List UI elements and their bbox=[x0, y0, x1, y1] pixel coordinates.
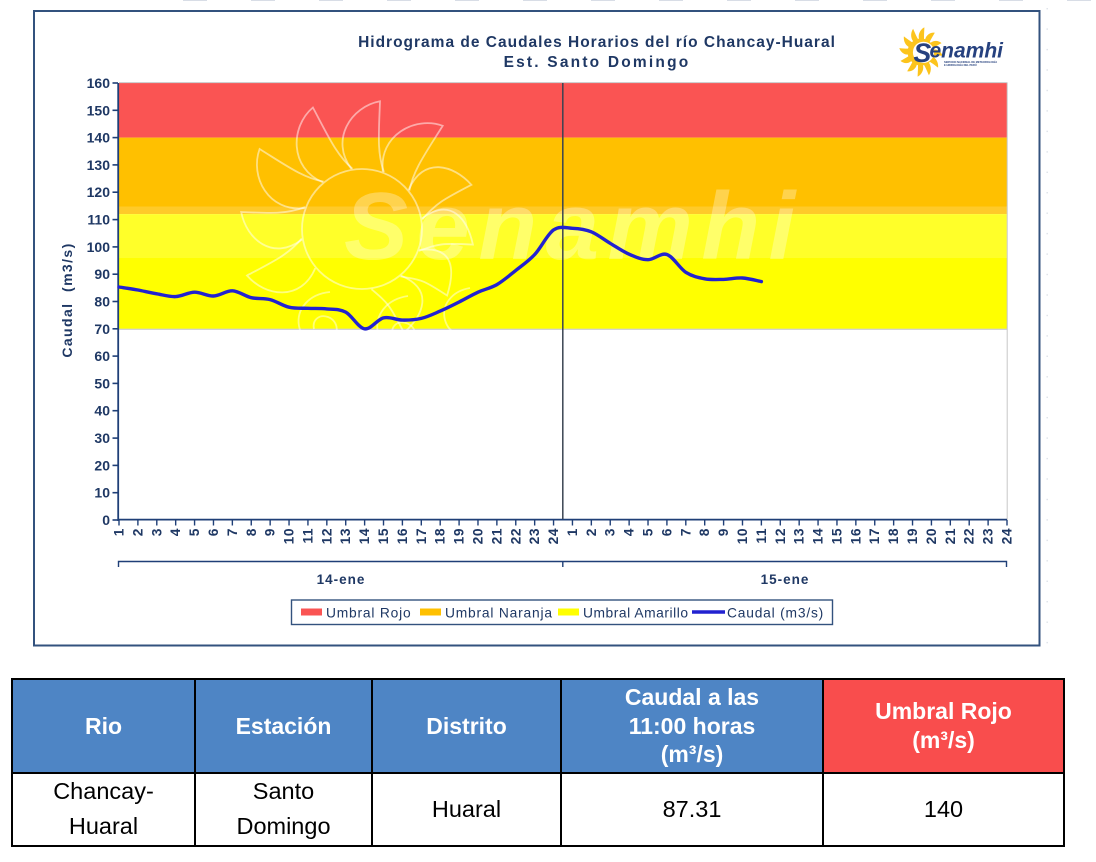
svg-text:80: 80 bbox=[94, 294, 110, 310]
svg-text:22: 22 bbox=[508, 528, 523, 544]
svg-text:Senamhi: Senamhi bbox=[344, 173, 804, 280]
svg-text:Umbral Naranja: Umbral Naranja bbox=[445, 606, 553, 621]
svg-text:70: 70 bbox=[94, 321, 110, 337]
svg-text:20: 20 bbox=[471, 528, 486, 544]
svg-text:110: 110 bbox=[87, 212, 110, 228]
svg-text:13: 13 bbox=[338, 528, 353, 544]
svg-text:6: 6 bbox=[206, 528, 221, 536]
svg-text:Caudal (m3/s): Caudal (m3/s) bbox=[59, 242, 75, 357]
svg-text:6: 6 bbox=[659, 528, 674, 536]
svg-text:11: 11 bbox=[300, 528, 315, 544]
svg-text:15: 15 bbox=[830, 528, 845, 544]
svg-text:22: 22 bbox=[962, 528, 977, 544]
svg-text:100: 100 bbox=[87, 239, 111, 255]
svg-text:1: 1 bbox=[112, 528, 127, 536]
svg-text:11: 11 bbox=[754, 528, 769, 544]
svg-text:16: 16 bbox=[395, 528, 410, 544]
svg-text:E HIDROLOGÍA DEL PERÚ: E HIDROLOGÍA DEL PERÚ bbox=[944, 62, 977, 67]
svg-text:60: 60 bbox=[94, 348, 110, 364]
svg-text:30: 30 bbox=[94, 430, 110, 446]
svg-text:23: 23 bbox=[981, 528, 996, 544]
svg-text:Caudal (m3/s): Caudal (m3/s) bbox=[727, 606, 824, 621]
svg-text:4: 4 bbox=[622, 528, 637, 536]
svg-text:50: 50 bbox=[94, 375, 110, 391]
svg-text:7: 7 bbox=[225, 528, 240, 536]
svg-text:8: 8 bbox=[697, 528, 712, 536]
svg-text:17: 17 bbox=[414, 528, 429, 544]
svg-text:23: 23 bbox=[527, 528, 542, 544]
svg-text:19: 19 bbox=[905, 528, 920, 544]
svg-text:150: 150 bbox=[87, 102, 111, 118]
svg-text:Umbral Rojo: Umbral Rojo bbox=[326, 606, 411, 621]
svg-text:90: 90 bbox=[94, 266, 110, 282]
svg-text:13: 13 bbox=[792, 528, 807, 544]
svg-text:2: 2 bbox=[584, 528, 599, 536]
svg-text:0: 0 bbox=[102, 512, 110, 528]
svg-text:5: 5 bbox=[641, 528, 656, 536]
svg-text:10: 10 bbox=[282, 528, 297, 544]
svg-text:5: 5 bbox=[187, 528, 202, 536]
svg-text:3: 3 bbox=[149, 528, 164, 536]
svg-text:7: 7 bbox=[678, 528, 693, 536]
svg-text:19: 19 bbox=[452, 528, 467, 544]
svg-text:17: 17 bbox=[867, 528, 882, 544]
svg-text:40: 40 bbox=[94, 403, 110, 419]
svg-text:Hidrograma de Caudales Horario: Hidrograma de Caudales Horarios del río … bbox=[358, 34, 836, 51]
svg-text:4: 4 bbox=[168, 528, 183, 536]
svg-text:1: 1 bbox=[565, 528, 580, 536]
svg-text:130: 130 bbox=[87, 157, 111, 173]
svg-text:21: 21 bbox=[943, 528, 958, 544]
svg-text:8: 8 bbox=[244, 528, 259, 536]
svg-text:SERVICIO NACIONAL DE METEOROLO: SERVICIO NACIONAL DE METEOROLOGÍA bbox=[944, 59, 997, 64]
svg-text:enamhi: enamhi bbox=[930, 39, 1005, 62]
svg-text:10: 10 bbox=[735, 528, 750, 544]
svg-text:24: 24 bbox=[546, 528, 561, 544]
svg-text:12: 12 bbox=[773, 528, 788, 544]
svg-text:15: 15 bbox=[376, 528, 391, 544]
svg-text:9: 9 bbox=[263, 528, 278, 536]
svg-text:20: 20 bbox=[94, 457, 110, 473]
svg-text:S: S bbox=[914, 38, 932, 68]
svg-text:20: 20 bbox=[924, 528, 939, 544]
svg-text:16: 16 bbox=[848, 528, 863, 544]
svg-text:24: 24 bbox=[1000, 528, 1015, 544]
svg-text:140: 140 bbox=[87, 130, 111, 146]
svg-text:18: 18 bbox=[886, 528, 901, 544]
svg-text:2: 2 bbox=[130, 528, 145, 536]
svg-text:120: 120 bbox=[87, 184, 111, 200]
svg-text:Umbral Amarillo: Umbral Amarillo bbox=[583, 606, 689, 621]
svg-text:14-ene: 14-ene bbox=[317, 572, 366, 587]
svg-text:18: 18 bbox=[433, 528, 448, 544]
svg-text:12: 12 bbox=[319, 528, 334, 544]
svg-text:10: 10 bbox=[94, 485, 110, 501]
svg-text:160: 160 bbox=[87, 75, 111, 91]
svg-text:15-ene: 15-ene bbox=[761, 572, 810, 587]
svg-text:21: 21 bbox=[489, 528, 504, 544]
svg-text:9: 9 bbox=[716, 528, 731, 536]
svg-text:3: 3 bbox=[603, 528, 618, 536]
svg-text:14: 14 bbox=[357, 528, 372, 544]
svg-text:14: 14 bbox=[811, 528, 826, 544]
svg-text:Est. Santo Domingo: Est. Santo Domingo bbox=[504, 54, 691, 71]
